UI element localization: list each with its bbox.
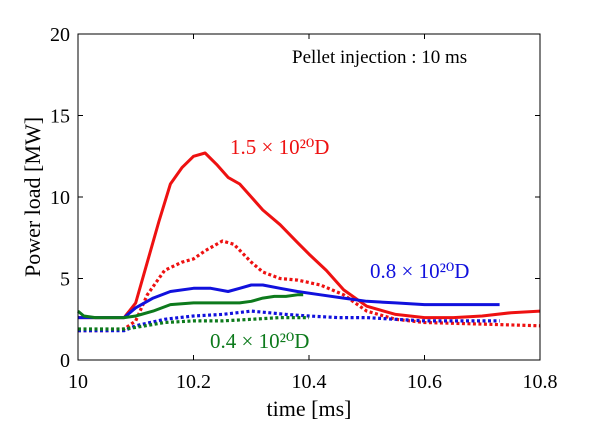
x-tick-label: 10: [68, 371, 88, 393]
series-red-solid-line: [78, 151, 541, 320]
series-blue-solid-line: [78, 283, 500, 320]
series-label: 0.8 × 10²⁰D: [370, 259, 469, 283]
series-label: 1.5 × 10²⁰D: [230, 135, 329, 159]
series-red-dotted-line: [78, 239, 541, 333]
y-tick-label: 0: [60, 350, 70, 372]
x-tick-label: 10.4: [292, 371, 327, 393]
x-axis-label: time [ms]: [267, 396, 352, 421]
x-tick-label: 10.8: [523, 371, 558, 393]
x-tick-label: 10.6: [407, 371, 442, 393]
series-label: 0.4 × 10²⁰D: [210, 329, 309, 353]
series-green-solid-line: [77, 293, 304, 320]
pellet-injection-annotation: Pellet injection : 10 ms: [292, 47, 467, 68]
y-axis-label: Power load [MW]: [20, 117, 45, 277]
y-tick-label: 5: [60, 269, 70, 291]
series-labels: 1.5 × 10²⁰D 0.8 × 10²⁰D 0.4 × 10²⁰D: [210, 135, 469, 353]
series-layer: [77, 151, 541, 333]
series-green-dotted-line: [78, 316, 309, 331]
y-tick-label: 15: [50, 106, 70, 128]
y-tick-label: 20: [50, 24, 70, 46]
y-tick-label: 10: [50, 187, 70, 209]
x-tick-label: 10.2: [176, 371, 211, 393]
ticks-layer: 10 10.2 10.4 10.6 10.8 0 5 10 15 20: [50, 24, 558, 393]
